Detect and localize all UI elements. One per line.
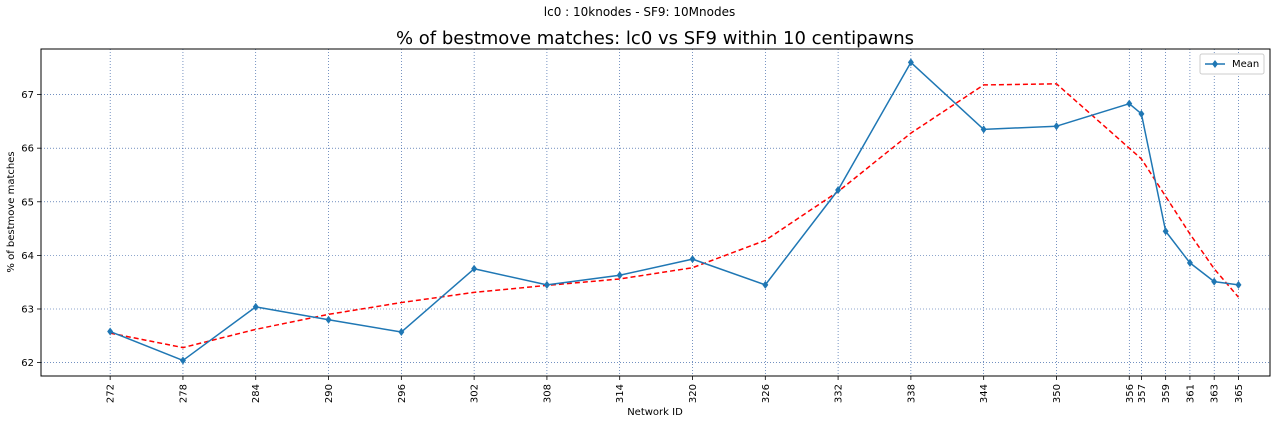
x-tick-label: 359 [1161, 384, 1172, 403]
data-point [1053, 122, 1060, 131]
legend-label-mean: Mean [1232, 59, 1259, 70]
x-axis: 272 278 284 290 296 302 308 314 320 326 332 338 344 3… [106, 376, 1245, 403]
x-tick-label: 361 [1185, 384, 1196, 403]
data-point [398, 328, 405, 337]
y-tick-label: 63 [21, 304, 34, 315]
data-point [762, 280, 769, 289]
y-tick-label: 67 [21, 90, 34, 101]
x-tick-label: 296 [397, 384, 408, 403]
y-tick-label: 64 [21, 251, 34, 262]
data-point [1138, 109, 1145, 118]
data-point [471, 264, 478, 273]
x-tick-label: 363 [1210, 384, 1221, 403]
x-tick-label: 278 [178, 384, 189, 403]
data-point [980, 125, 987, 134]
x-tick-label: 338 [906, 384, 917, 403]
x-tick-label: 314 [615, 384, 626, 403]
data-point [1211, 277, 1218, 286]
data-point [1162, 227, 1169, 236]
x-tick-label: 326 [761, 384, 772, 403]
legend-box [1199, 53, 1265, 75]
legend-marker-mean [1212, 60, 1218, 68]
y-tick-label: 62 [21, 358, 34, 369]
y-axis: 62 63 64 65 66 67 [21, 90, 41, 369]
x-tick-label: 290 [324, 384, 335, 403]
data-point [543, 280, 550, 289]
series-line-mean [109, 61, 1239, 362]
figure-suptitle: lc0 : 10knodes - SF9: 10Mnodes [543, 5, 736, 19]
data-point [835, 185, 842, 194]
y-tick-label: 65 [21, 197, 34, 208]
trend-line [110, 83, 1240, 349]
x-tick-label: 350 [1052, 384, 1063, 403]
x-tick-label: 332 [834, 384, 845, 403]
chart-title: % of bestmove matches: lc0 vs SF9 within… [396, 28, 914, 49]
legend: Mean [1199, 53, 1265, 75]
x-axis-label: Network ID [627, 407, 683, 418]
plot-frame [40, 48, 1271, 377]
y-tick-label: 66 [21, 144, 34, 155]
grid-lines [41, 49, 1270, 376]
x-tick-label: 284 [251, 384, 262, 403]
x-tick-label: 356 [1125, 384, 1136, 403]
x-tick-label: 272 [106, 384, 117, 403]
x-tick-label: 357 [1137, 384, 1148, 403]
data-point [1235, 280, 1242, 289]
x-tick-label: 308 [542, 384, 553, 403]
x-tick-label: 344 [979, 384, 990, 403]
x-tick-label: 302 [470, 384, 481, 403]
data-point [689, 255, 696, 264]
y-axis-label: % of bestmove matches [6, 151, 17, 272]
data-point [616, 271, 623, 280]
data-point [179, 356, 186, 365]
x-tick-label: 365 [1234, 384, 1245, 403]
data-point [1186, 258, 1193, 267]
data-point [907, 58, 914, 67]
data-point [1126, 99, 1133, 108]
data-point [107, 327, 114, 336]
series-layer [107, 58, 1242, 365]
x-tick-label: 320 [688, 384, 699, 403]
data-point [252, 302, 259, 311]
data-point [325, 315, 332, 324]
plot-area [41, 49, 1270, 376]
